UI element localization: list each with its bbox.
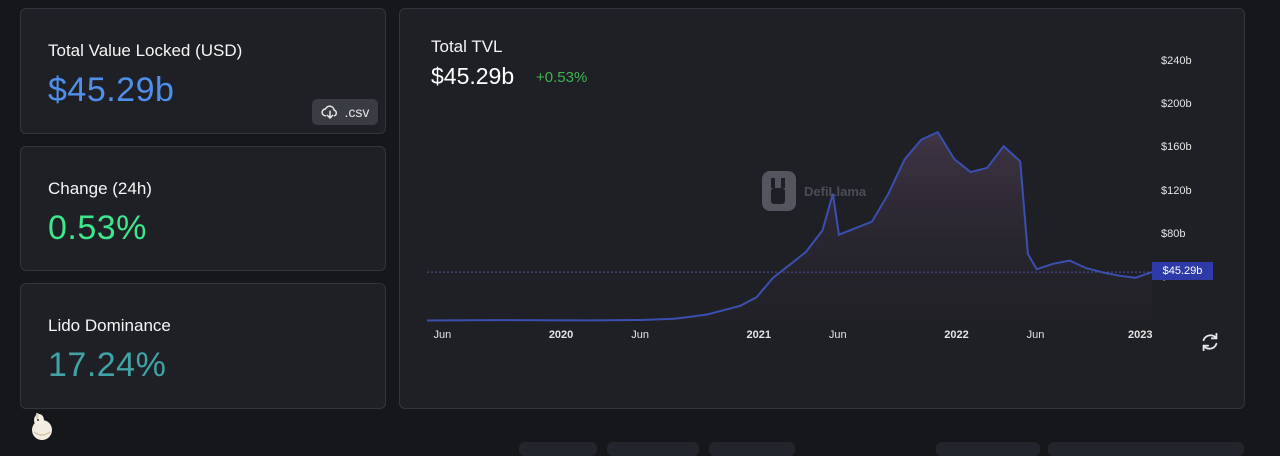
- change-value: 0.53%: [48, 209, 147, 247]
- change-label: Change (24h): [48, 179, 152, 198]
- watermark: DefiLlama: [760, 169, 866, 213]
- chart-value: $45.29b: [431, 63, 515, 89]
- tvl-card: Total Value Locked (USD) $45.29b .csv: [20, 8, 386, 134]
- y-tick-label: $200b: [1161, 98, 1192, 111]
- watermark-text: DefiLlama: [804, 183, 867, 199]
- y-tick-label: $120b: [1161, 184, 1192, 197]
- cloud-download-icon: [321, 105, 337, 119]
- chart-title: Total TVL: [431, 37, 503, 56]
- tvl-label: Total Value Locked (USD): [48, 41, 243, 60]
- bottom-tab[interactable]: [607, 442, 699, 456]
- refresh-icon[interactable]: [1199, 331, 1221, 353]
- llama-logo-icon: [762, 171, 796, 211]
- x-tick-label: Jun: [631, 329, 649, 341]
- bottom-tab[interactable]: [936, 442, 1040, 456]
- x-tick-label: Jun: [828, 329, 847, 341]
- csv-download-button[interactable]: .csv: [312, 99, 378, 125]
- bottom-tab[interactable]: [1048, 442, 1244, 456]
- x-tick-label: Jun: [433, 329, 452, 341]
- dominance-value: 17.24%: [48, 346, 167, 384]
- change-card: Change (24h) 0.53%: [20, 146, 386, 271]
- chart-change: +0.53%: [536, 69, 588, 86]
- y-tick-label: $80b: [1161, 227, 1186, 240]
- bottom-tab[interactable]: [709, 442, 795, 456]
- tvl-area-fill: [427, 132, 1152, 321]
- current-price-tag: $45.29b: [1152, 262, 1213, 280]
- y-tick-label: $240b: [1161, 55, 1192, 67]
- x-tick-label: 2021: [746, 329, 772, 341]
- x-tick-label: 2020: [548, 329, 574, 341]
- y-tick-label: $160b: [1161, 141, 1192, 154]
- x-tick-label: Jun: [1026, 329, 1045, 341]
- llama-avatar-icon: [32, 413, 52, 440]
- tvl-chart-panel: Total TVL $45.29b +0.53% DefiLlama $240b…: [399, 8, 1245, 409]
- tvl-area-chart[interactable]: [400, 9, 1246, 410]
- tvl-value: $45.29b: [48, 71, 175, 109]
- tvl-series-line: [426, 130, 1153, 322]
- dominance-card: Lido Dominance 17.24%: [20, 283, 386, 409]
- bottom-tab[interactable]: [519, 442, 597, 456]
- x-tick-label: 2022: [944, 329, 969, 341]
- x-tick-label: 2023: [1128, 329, 1153, 341]
- csv-label: .csv: [344, 104, 370, 120]
- dominance-label: Lido Dominance: [48, 316, 171, 335]
